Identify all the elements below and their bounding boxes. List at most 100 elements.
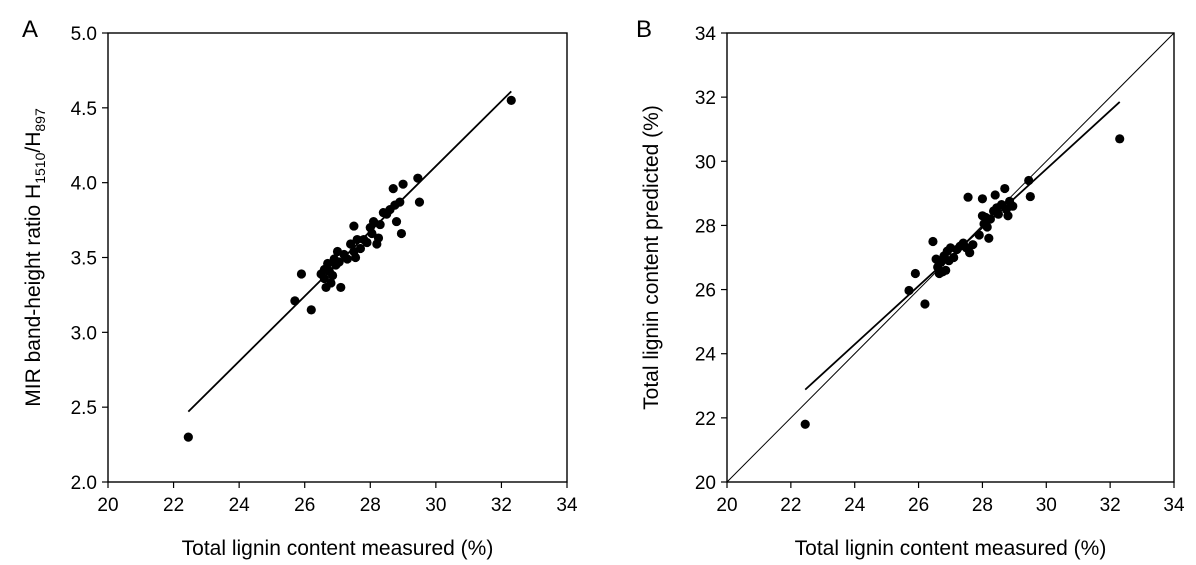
- panel-b-data-point: [1003, 211, 1013, 221]
- panel-b-data-point: [990, 190, 1000, 200]
- panel-a-ticks: 20 22 24 26 28 30 32 34 2.0 2.5 3.0 3.5 4.0 4.5 5.0: [71, 24, 578, 516]
- panel-a-data-point: [342, 254, 352, 264]
- panel-a-y-tick-label: 2.0: [71, 473, 97, 494]
- panel-a-data-point: [296, 269, 307, 279]
- panel-b-data-point: [993, 209, 1003, 219]
- panel-b-data-point: [977, 194, 988, 204]
- panel-b-x-tick-label: 32: [1100, 495, 1121, 516]
- panel-a-plot-frame: [107, 32, 568, 483]
- panel-a-data-point: [183, 432, 193, 442]
- panel-a-data-point: [355, 243, 366, 254]
- panel-b-y-tick-label: 32: [695, 88, 716, 109]
- panel-a-data-point: [334, 257, 344, 267]
- panel-b-ticks: 20 22 24 26 28 30 32 34 20 22 24 26 28 30 32 34: [695, 24, 1185, 516]
- panel-a-data-point: [362, 237, 372, 248]
- panel-a-y-tick-label: 3.0: [71, 323, 97, 344]
- panel-b-x-tick-label: 30: [1036, 495, 1057, 516]
- panel-a-data-point: [367, 228, 377, 239]
- panel-b-label: B: [636, 16, 652, 43]
- panel-b-x-tick-label: 24: [844, 495, 866, 516]
- panel-b-data-point: [910, 268, 920, 279]
- panel-a-y-axis-label-sub2: 897: [32, 108, 48, 132]
- panel-b-data-point: [1115, 134, 1125, 144]
- panel-b-y-tick-label: 28: [695, 216, 716, 237]
- panel-a-x-tick-label: 28: [360, 495, 381, 516]
- panel-b-y-tick-label: 30: [695, 152, 716, 173]
- panel-b-y-axis-label: Total lignin content predicted (%): [640, 105, 663, 410]
- panel-a: A 20 22 24 26 28 30 32 342.02.53.03.54.04.55.0 …: [22, 16, 578, 560]
- panel-a-y-tick-label: 4.5: [71, 99, 97, 120]
- panel-a-data-point: [391, 216, 402, 227]
- panel-b-data-point: [920, 299, 930, 309]
- panel-a-data-point: [349, 221, 359, 231]
- panel-a-data-point: [414, 197, 425, 207]
- panel-a-x-tick-label: 22: [163, 495, 184, 516]
- panel-b-x-tick-label: 20: [716, 495, 737, 516]
- panel-b-data-point: [949, 252, 959, 263]
- panel-a-x-tick-label: 20: [97, 495, 118, 516]
- panel-b-data-point: [965, 248, 975, 258]
- panel-b-data-point: [974, 230, 984, 240]
- panel-a-x-tick-label: 26: [294, 495, 315, 516]
- panel-a-data-point: [396, 228, 407, 239]
- panel-b-marks: [726, 32, 1175, 483]
- panel-b-data-point: [982, 222, 992, 232]
- panel-a-x-tick-label: 32: [491, 495, 512, 516]
- panel-a-x-tick-label: 30: [425, 495, 446, 516]
- panel-a-data-point: [319, 273, 329, 284]
- panel-a-y-tick-label: 3.5: [71, 249, 97, 270]
- panel-a-x-tick-label: 24: [229, 495, 251, 516]
- panel-b-x-tick-label: 34: [1163, 495, 1185, 516]
- panel-a-data-point: [336, 282, 346, 293]
- panel-a-data-point: [346, 239, 356, 249]
- panel-b-y-tick-label: 24: [695, 345, 717, 366]
- panel-a-y-axis-label-sub1: 1510: [32, 152, 48, 183]
- panel-a-y-tick-label: 5.0: [71, 24, 97, 45]
- panel-b-data-point: [984, 233, 994, 243]
- panel-a-data-point: [398, 179, 408, 189]
- panel-b-data-point: [1024, 175, 1034, 186]
- panel-b-y-tick-label: 34: [695, 24, 717, 45]
- panel-a-y-tick-label: 2.5: [71, 398, 97, 419]
- panel-a-y-tick-label: 4.0: [71, 174, 97, 195]
- panel-a-data-point: [306, 305, 316, 315]
- panel-a-data-point: [327, 270, 338, 281]
- panel-b-data-point: [941, 265, 951, 275]
- panel-b-y-tick-label: 22: [695, 409, 716, 430]
- panel-b-y-tick-label: 20: [695, 473, 716, 494]
- panel-a-x-tick-label: 34: [556, 495, 578, 516]
- panel-a-data-point: [326, 278, 336, 288]
- panel-b-x-tick-label: 28: [972, 495, 993, 516]
- panel-b-x-axis-label: Total lignin content measured (%): [795, 537, 1107, 560]
- panel-a-marks: [183, 90, 516, 442]
- panel-b-data-point: [1008, 201, 1018, 211]
- panel-b-y-tick-label: 26: [695, 281, 716, 302]
- panel-a-y-axis-label-main: MIR band-height ratio H: [22, 184, 45, 407]
- panel-a-y-axis-label: MIR band-height ratio H1510/H897: [22, 108, 48, 407]
- panel-b-data-point: [928, 236, 938, 247]
- panel-a-y-axis-label-mid: /H: [22, 132, 45, 153]
- panel-b-data-point: [985, 214, 996, 224]
- panel-a-data-point: [352, 234, 362, 245]
- panel-a-data-point: [323, 258, 333, 269]
- panel-b: B 20 22 24 26 28 30 32 34 20 22 24 26 28 30 32 34 Total…: [636, 16, 1185, 560]
- panel-a-data-point: [413, 173, 423, 183]
- panel-b-plot-frame: [726, 32, 1175, 483]
- panel-a-label: A: [22, 16, 38, 43]
- panel-b-x-tick-label: 26: [908, 495, 929, 516]
- panel-a-data-point: [373, 233, 384, 243]
- panel-a-data-point: [290, 296, 300, 306]
- panel-a-data-point: [395, 197, 405, 207]
- panel-a-x-axis-label: Total lignin content measured (%): [182, 537, 494, 560]
- panel-b-data-point: [1025, 191, 1035, 202]
- panel-a-data-point: [388, 184, 398, 194]
- panel-b-data-point: [968, 240, 978, 250]
- panel-b-data-point: [963, 192, 973, 202]
- panel-a-data-point: [506, 95, 516, 105]
- panel-b-data-point: [800, 419, 810, 429]
- panel-b-data-point: [904, 285, 914, 296]
- panel-b-data-point: [1000, 183, 1010, 194]
- panel-b-x-tick-label: 22: [780, 495, 801, 516]
- panel-a-data-point: [375, 219, 385, 230]
